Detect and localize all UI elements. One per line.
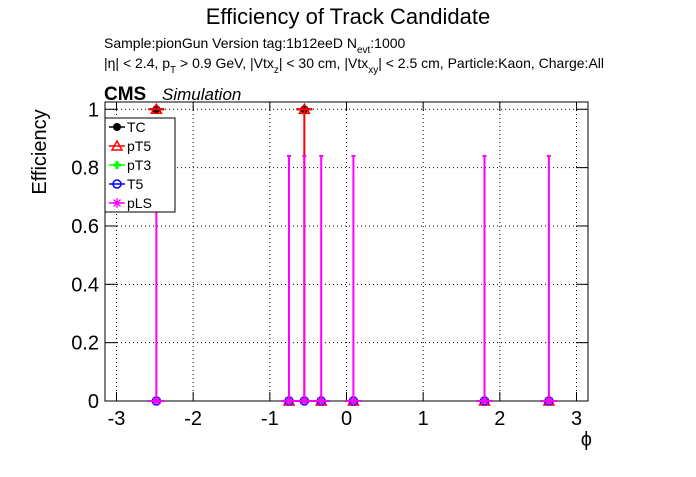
marker xyxy=(112,179,122,189)
marker xyxy=(110,139,124,151)
marker xyxy=(113,161,121,169)
y-tick-label: 0 xyxy=(88,391,99,413)
y-tick-label: 0.8 xyxy=(71,158,99,180)
y-tick-label: 1 xyxy=(88,99,99,121)
subtitle: |η| < 2.4, pT > 0.9 GeV, |Vtxz| < 30 cm,… xyxy=(104,55,604,76)
x-tick-label: 3 xyxy=(571,408,582,430)
subtitle-text: Sample:pionGun Version tag:1b12eeD N xyxy=(104,35,357,51)
cms-label: CMS xyxy=(104,84,146,105)
subscript: xy xyxy=(368,65,378,76)
legend-label: pLS xyxy=(127,195,152,211)
marker xyxy=(151,396,162,406)
y-tick-label: 0.2 xyxy=(71,333,99,355)
y-tick-label: 0.6 xyxy=(71,216,99,238)
legend-box xyxy=(104,117,176,213)
x-tick-label: 0 xyxy=(341,408,352,430)
y-axis-label: Efficiency xyxy=(29,109,51,194)
subscript: z xyxy=(274,65,279,76)
marker xyxy=(113,123,121,131)
subtitle-text: :1000 xyxy=(370,35,405,51)
x-tick-label: 2 xyxy=(494,408,505,430)
x-tick-label: -3 xyxy=(108,408,126,430)
marker xyxy=(298,102,311,115)
x-tick-label: -1 xyxy=(261,408,279,430)
marker xyxy=(479,396,490,406)
subtitle: Sample:pionGun Version tag:1b12eeD Nevt:… xyxy=(104,35,406,56)
marker xyxy=(299,396,310,406)
chart-title: Efficiency of Track Candidate xyxy=(206,4,491,29)
x-tick-label: 1 xyxy=(418,408,429,430)
cms-sublabel: Simulation xyxy=(162,85,241,104)
marker xyxy=(150,102,163,115)
marker xyxy=(316,396,327,406)
legend-label: TC xyxy=(127,119,146,135)
subscript: evt xyxy=(357,45,371,56)
marker xyxy=(112,198,122,208)
marker xyxy=(348,396,359,406)
subtitle-text: > 0.9 GeV, |Vtx xyxy=(176,55,274,71)
subtitle-text: | < 30 cm, |Vtx xyxy=(279,55,368,71)
marker xyxy=(284,396,294,406)
x-axis-label: ϕ xyxy=(581,429,592,451)
legend-label: T5 xyxy=(127,176,144,192)
subtitle-text: |η| < 2.4, p xyxy=(104,55,170,71)
legend-label: pT5 xyxy=(127,138,151,154)
subscript: T xyxy=(170,65,176,76)
y-tick-label: 0.4 xyxy=(71,274,99,296)
legend-label: pT3 xyxy=(127,157,151,173)
subtitle-text: | < 2.5 cm, Particle:Kaon, Charge:All xyxy=(378,55,604,71)
marker xyxy=(543,396,554,406)
x-tick-label: -2 xyxy=(184,408,202,430)
